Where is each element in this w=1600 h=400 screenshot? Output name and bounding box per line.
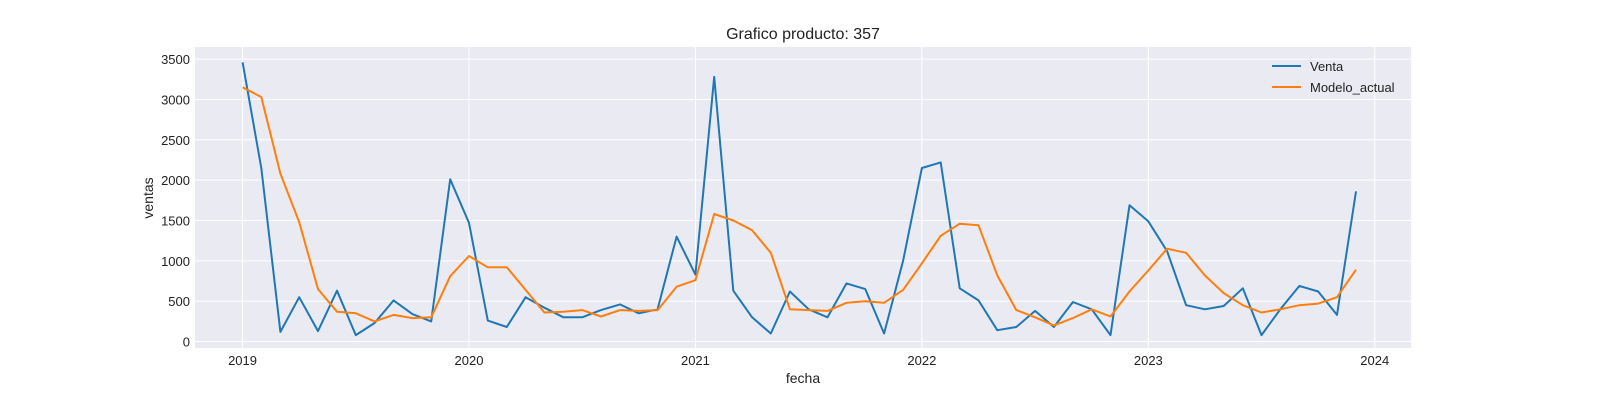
legend-label-modelo-actual: Modelo_actual — [1310, 80, 1395, 95]
y-tick-label: 2500 — [161, 133, 190, 148]
y-tick-label: 2000 — [161, 173, 190, 188]
x-tick-label: 2019 — [228, 353, 257, 368]
gridlines — [195, 47, 1411, 348]
y-tick-label: 500 — [168, 294, 190, 309]
x-axis-label: fecha — [786, 370, 820, 386]
x-tick-label: 2020 — [455, 353, 484, 368]
series-line-modelo-actual — [242, 86, 1357, 327]
y-tick-label: 3000 — [161, 92, 190, 107]
y-tick-label: 0 — [183, 335, 190, 350]
legend-label-venta: Venta — [1310, 59, 1344, 74]
chart-title: Grafico producto: 357 — [726, 26, 880, 43]
y-axis-ticks: 0 500 1000 1500 2000 2500 3000 3500 — [161, 52, 190, 349]
y-tick-label: 1000 — [161, 254, 190, 269]
x-axis-ticks: 2019 2020 2021 2022 2023 2024 — [228, 353, 1389, 368]
plot-area — [195, 47, 1411, 348]
series-layer — [241, 62, 1357, 337]
legend: Venta Modelo_actual — [1272, 59, 1395, 95]
series-line-venta — [241, 62, 1357, 337]
x-tick-label: 2024 — [1360, 353, 1389, 368]
x-tick-label: 2021 — [681, 353, 710, 368]
x-tick-label: 2022 — [907, 353, 936, 368]
y-tick-label: 3500 — [161, 52, 190, 67]
x-tick-label: 2023 — [1134, 353, 1163, 368]
y-tick-label: 1500 — [161, 213, 190, 228]
y-axis-label: ventas — [140, 177, 156, 218]
